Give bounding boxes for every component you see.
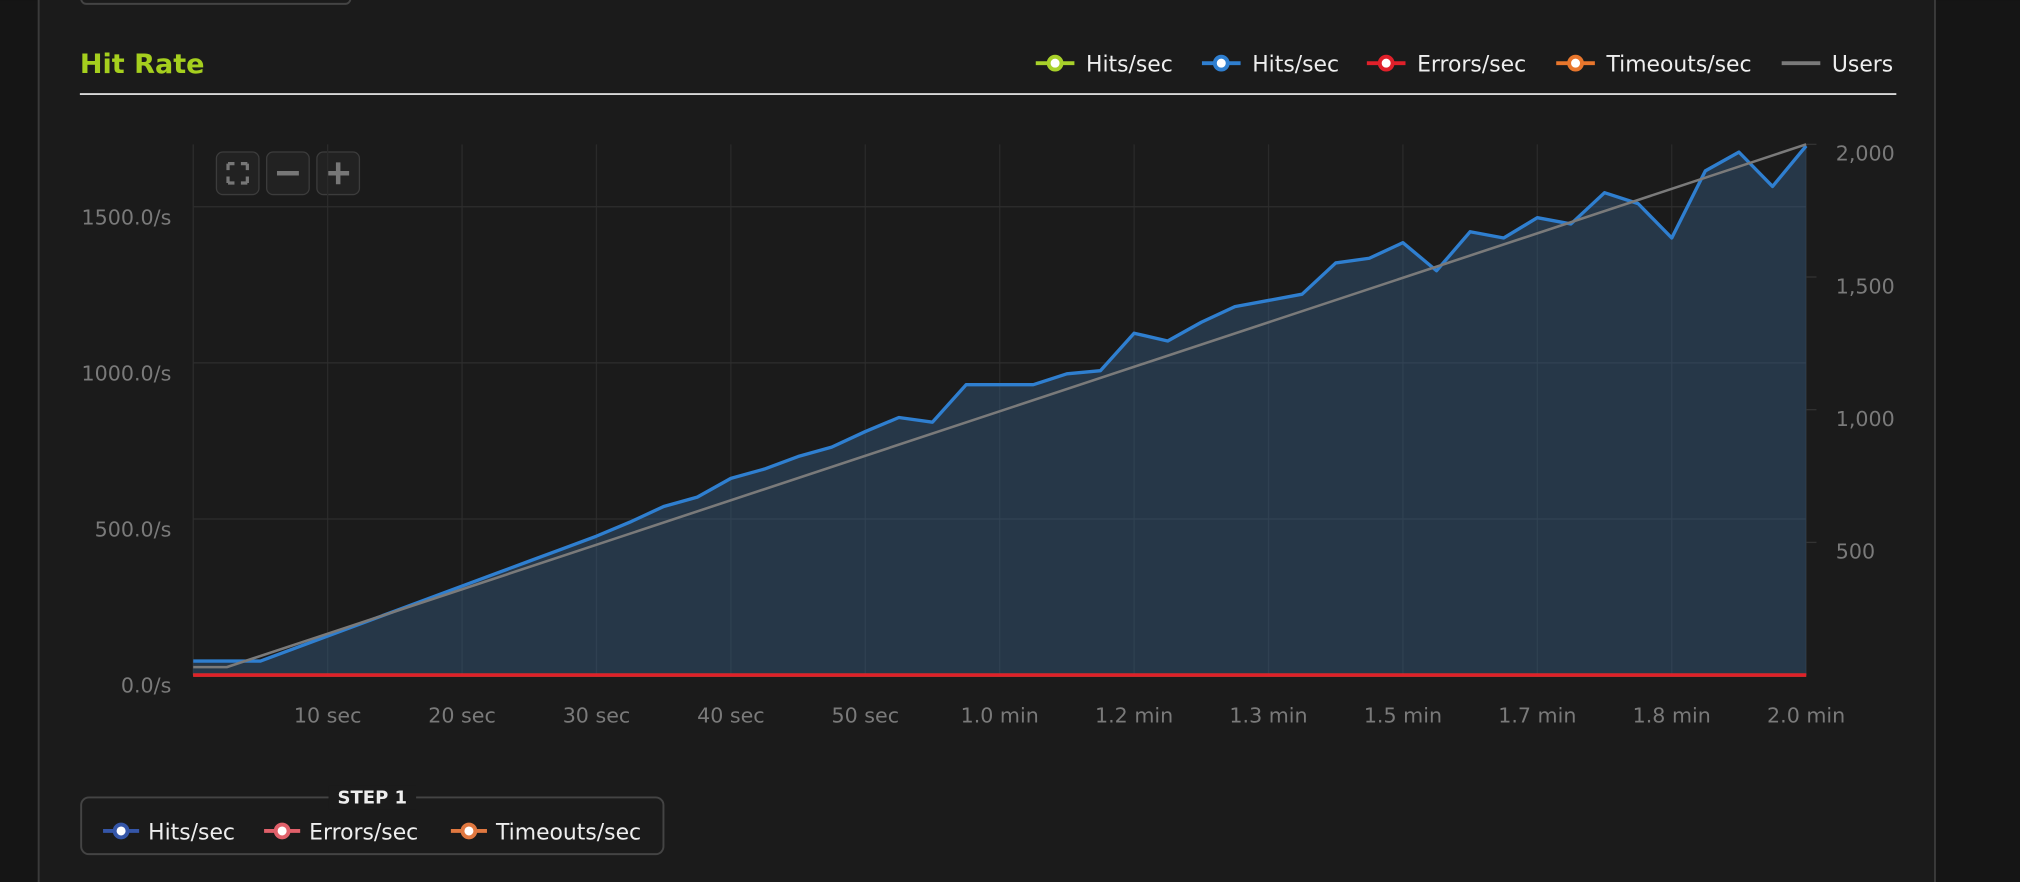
zoom-reset-icon (226, 162, 249, 185)
x-tick-label: 1.2 min (1095, 703, 1173, 727)
y2-tick-label: 500 (1836, 540, 1875, 564)
x-tick-label: 40 sec (697, 703, 765, 727)
x-tick-label: 30 sec (563, 703, 631, 727)
legend-label: Hits/sec (1086, 53, 1173, 78)
legend-marker-dot (1377, 54, 1395, 72)
x-tick-label: 1.8 min (1633, 703, 1711, 727)
step-legend-label: Errors/sec (309, 821, 418, 846)
step-legend-gap (328, 785, 417, 810)
x-tick-label: 1.5 min (1364, 703, 1442, 727)
legend-label: Users (1832, 53, 1893, 78)
y-tick-label: 1500.0/s (82, 205, 172, 229)
y2-tick-label: 1,500 (1836, 274, 1895, 298)
legend-marker-dot (1212, 54, 1230, 72)
x-tick-label: 20 sec (428, 703, 496, 727)
y2-tick-label: 1,000 (1836, 407, 1895, 431)
legend-marker-dot (1046, 54, 1064, 72)
zoom-reset-button[interactable] (215, 151, 260, 196)
x-tick-label: 1.7 min (1498, 703, 1576, 727)
zoom-in-icon (327, 162, 350, 185)
panel (37, 0, 1936, 882)
y-tick-label: 500.0/s (95, 518, 172, 542)
series-line (193, 143, 1807, 669)
x-tick-label: 50 sec (832, 703, 900, 727)
x-tick-label: 1.0 min (961, 703, 1039, 727)
x-tick-label: 2.0 min (1767, 703, 1845, 727)
y-tick-label: 1000.0/s (82, 361, 172, 385)
legend-label: Timeouts/sec (1605, 53, 1751, 78)
x-tick-label: 1.3 min (1229, 703, 1307, 727)
chart-title: Hit Rate (80, 49, 205, 80)
top-box (80, 0, 352, 5)
step-legend-marker-dot (273, 822, 291, 840)
legend-marker-dot (1567, 54, 1584, 72)
y2-tick-label: 2,000 (1836, 142, 1895, 166)
step-legend-marker-dot (112, 822, 130, 840)
step-legend-label: Hits/sec (148, 821, 235, 846)
zoom-controls (215, 151, 361, 196)
series-line (193, 144, 1808, 663)
legend-label: Errors/sec (1417, 53, 1526, 78)
x-tick-label: 10 sec (294, 703, 362, 727)
y-tick-label: 0.0/s (121, 674, 171, 698)
legend-label: Hits/sec (1252, 53, 1339, 78)
step-legend-marker-dot (460, 822, 478, 840)
step-legend-label: Timeouts/sec (495, 821, 641, 846)
step-legend-title: STEP 1 (338, 788, 408, 809)
